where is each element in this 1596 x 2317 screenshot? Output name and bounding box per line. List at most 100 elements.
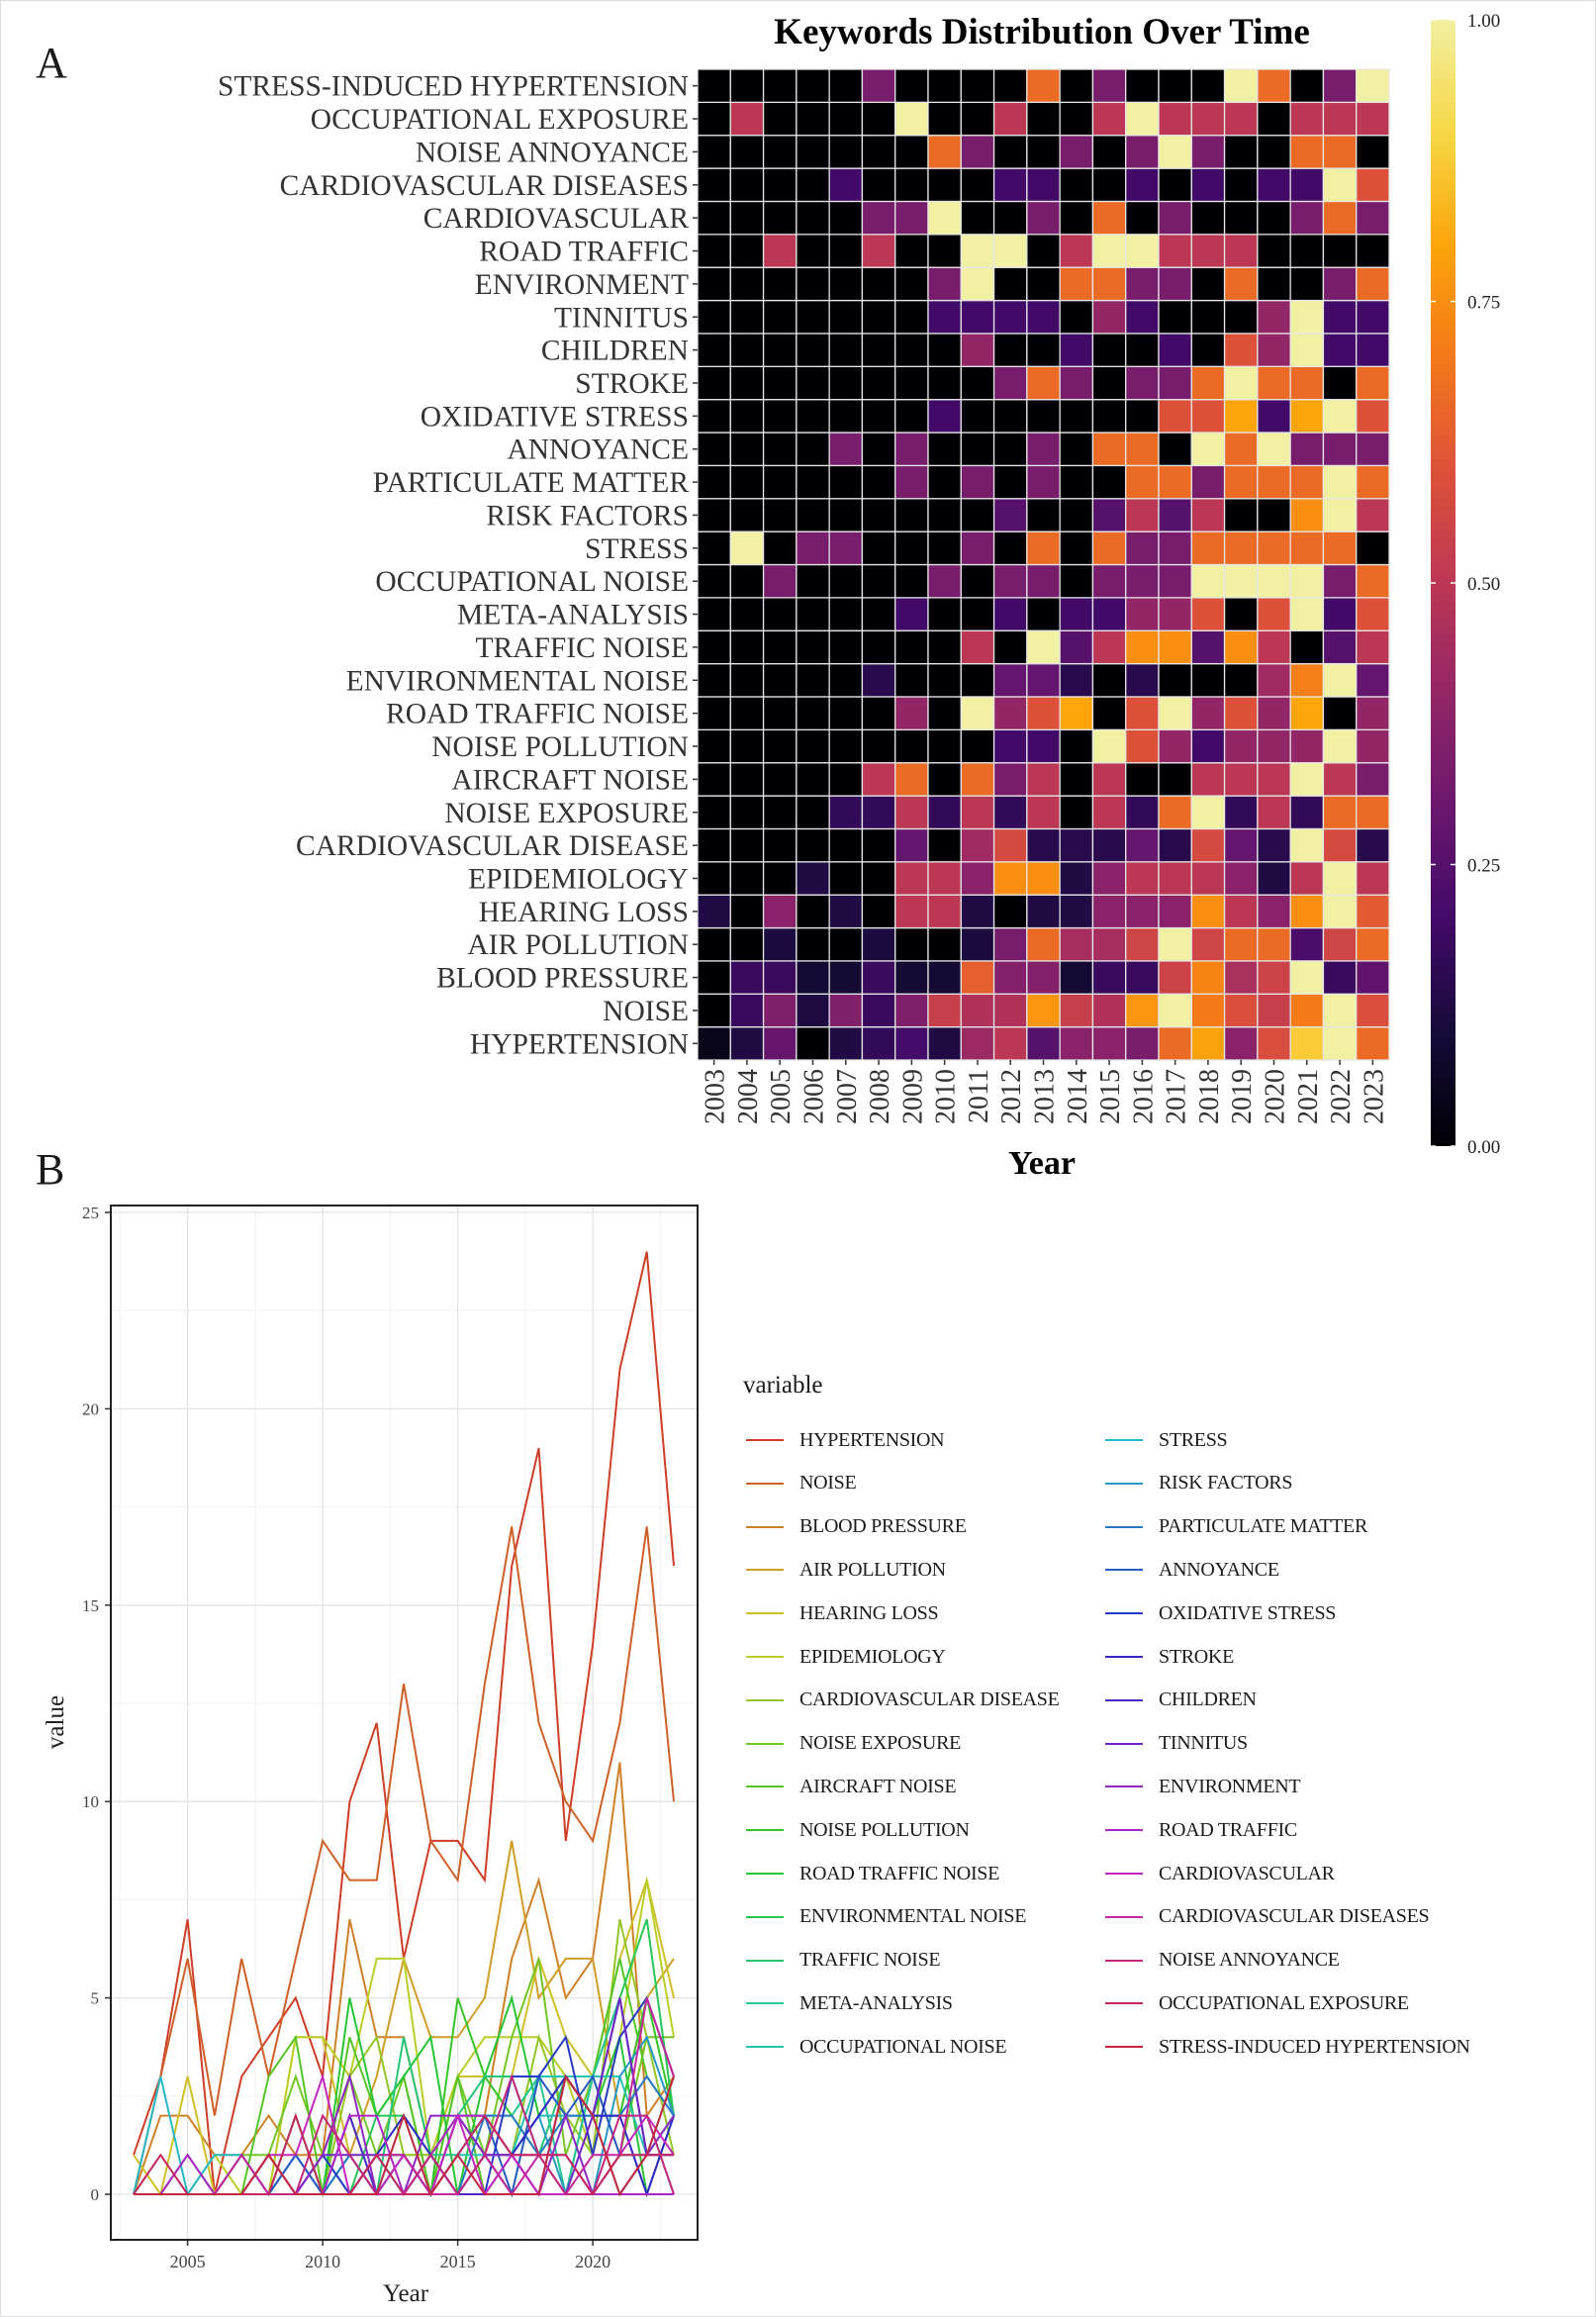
heatmap-row-label: NOISE [603, 996, 689, 1027]
heatmap-cell [1322, 662, 1358, 698]
heatmap-cell [697, 432, 731, 467]
heatmap-cell [828, 629, 864, 665]
legend-item: STRESS [1105, 1425, 1228, 1455]
heatmap-cell [1257, 1025, 1291, 1061]
heatmap-cell [894, 234, 929, 268]
heatmap-cell [927, 597, 962, 631]
heatmap-cell [1059, 926, 1094, 962]
heatmap-cell [762, 266, 798, 302]
heatmap-cell [1289, 993, 1325, 1028]
heatmap-cell [1091, 662, 1127, 698]
heatmap-cell [1125, 563, 1160, 599]
heatmap-cell [1223, 200, 1259, 236]
heatmap-year-label: 2017 [1162, 1069, 1192, 1124]
x-tick-label: 2020 [575, 2252, 610, 2271]
heatmap-year-label: 2016 [1128, 1069, 1159, 1124]
heatmap-cell [861, 960, 896, 995]
heatmap-cell [1091, 993, 1127, 1028]
heatmap-cell [1190, 531, 1226, 566]
heatmap-cell [992, 101, 1028, 137]
heatmap-cell [1190, 200, 1226, 236]
heatmap-cell [1026, 728, 1061, 764]
heatmap-cell [1322, 167, 1358, 203]
heatmap-cell [1257, 101, 1291, 137]
heatmap-cell [1190, 795, 1226, 830]
heatmap-cell [894, 993, 929, 1028]
heatmap-year-label: 2023 [1359, 1069, 1389, 1124]
heatmap-cell [960, 960, 995, 995]
heatmap-cell [1059, 464, 1094, 500]
heatmap-cell [1257, 399, 1291, 434]
heatmap-cell [729, 696, 765, 730]
heatmap-cell [1356, 200, 1390, 236]
heatmap-cell [861, 597, 896, 631]
heatmap-cell [927, 894, 962, 929]
heatmap-row-label: AIR POLLUTION [467, 929, 689, 961]
heatmap-cell [1190, 762, 1226, 797]
heatmap-cell [1026, 629, 1061, 665]
heatmap-cell [927, 333, 962, 367]
legend-item: STROKE [1105, 1642, 1234, 1672]
heatmap-row-label: TINNITUS [554, 302, 689, 334]
heatmap-cell [894, 432, 929, 467]
heatmap-cell [796, 464, 830, 500]
panel-label-b: B [36, 1145, 65, 1194]
colorbar-tick-label: 1.00 [1467, 11, 1500, 32]
heatmap-cell [960, 432, 995, 467]
heatmap-cell [1356, 135, 1390, 169]
heatmap-cell [992, 299, 1028, 335]
legend-key-swatch [746, 1959, 784, 1962]
heatmap-row-label: STROKE [575, 368, 689, 400]
heatmap-cell [1223, 926, 1259, 962]
heatmap-year-label: 2003 [701, 1069, 731, 1124]
heatmap-cell [1289, 200, 1325, 236]
heatmap-cell [1026, 135, 1061, 169]
heatmap-row-label: ENVIRONMENTAL NOISE [346, 665, 689, 697]
heatmap-cell [992, 762, 1028, 797]
heatmap-cell [1026, 993, 1061, 1028]
series-line-epidemiology [134, 1880, 675, 2195]
heatmap-cell [762, 861, 798, 896]
heatmap-cell [861, 563, 896, 599]
heatmap-cell [1158, 926, 1192, 962]
heatmap-cell [1223, 762, 1259, 797]
heatmap-cell [927, 167, 962, 203]
heatmap-cell [697, 1025, 731, 1061]
heatmap-cell [1356, 498, 1390, 532]
heatmap-cell [796, 662, 830, 698]
legend-label: CARDIOVASCULAR DISEASES [1159, 1905, 1430, 1928]
heatmap-cell [1257, 827, 1291, 863]
heatmap-cell [960, 728, 995, 764]
heatmap-cell [1257, 234, 1291, 268]
heatmap-cell [1125, 597, 1160, 631]
legend-title: variable [743, 1372, 823, 1399]
legend-label: EPIDEMIOLOGY [799, 1645, 946, 1668]
heatmap-cell [1158, 1025, 1192, 1061]
heatmap-row-label: OCCUPATIONAL EXPOSURE [311, 104, 689, 136]
heatmap-cell [1059, 762, 1094, 797]
heatmap-cell [828, 1025, 864, 1061]
heatmap-cell [1091, 234, 1127, 268]
heatmap-cell [729, 167, 765, 203]
heatmap-cell [1091, 696, 1127, 730]
heatmap-cell [1257, 68, 1291, 104]
heatmap-cell [1059, 662, 1094, 698]
heatmap-cell [1158, 135, 1192, 169]
heatmap-cell [1190, 827, 1226, 863]
heatmap-cell [894, 299, 929, 335]
heatmap-cell [1059, 629, 1094, 665]
heatmap-cell [927, 926, 962, 962]
legend-item: HYPERTENSION [746, 1425, 945, 1455]
heatmap-row-label: RISK FACTORS [486, 500, 689, 531]
heatmap-cell [1125, 696, 1160, 730]
heatmap-cell [1125, 926, 1160, 962]
heatmap-cell [1059, 432, 1094, 467]
legend-item: NOISE EXPOSURE [746, 1729, 961, 1759]
heatmap-cell [861, 728, 896, 764]
legend-label: ENVIRONMENT [1159, 1775, 1301, 1797]
heatmap-cell [762, 926, 798, 962]
heatmap-cell [1026, 464, 1061, 500]
x-tick-label: 2005 [170, 2252, 206, 2271]
heatmap-cell [1322, 135, 1358, 169]
heatmap-cell [762, 365, 798, 401]
